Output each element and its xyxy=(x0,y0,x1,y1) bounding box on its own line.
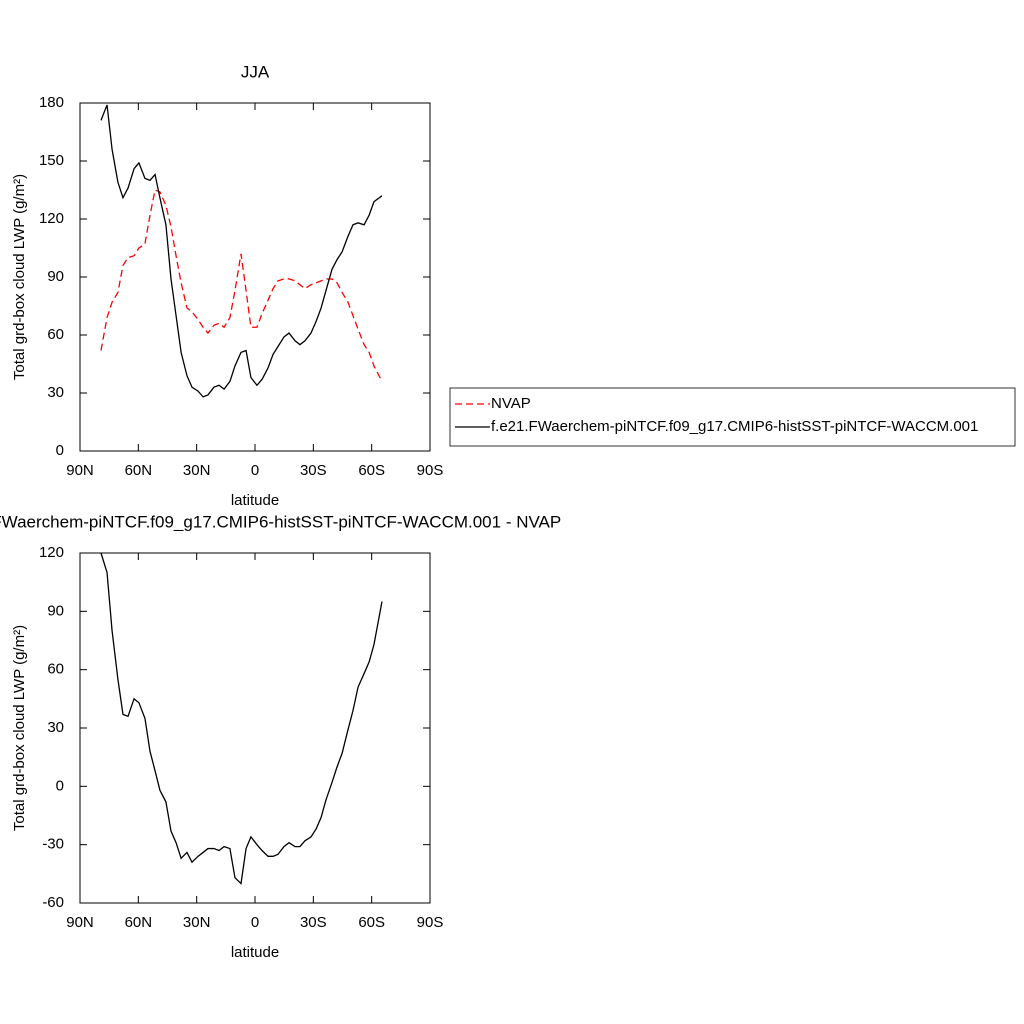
x-tick-label: 60N xyxy=(125,462,153,479)
y-axis-label: Total grd-box cloud LWP (g/m²) xyxy=(11,625,28,831)
plot-frame xyxy=(79,552,431,904)
x-tick-label: 30S xyxy=(300,914,327,931)
y-axis-label: Total grd-box cloud LWP (g/m²) xyxy=(11,174,28,380)
x-tick-label: 90N xyxy=(66,462,94,479)
y-tick-label: 60 xyxy=(47,661,64,678)
legend-box xyxy=(449,387,1016,447)
data-line xyxy=(100,104,383,398)
y-tick-label: 30 xyxy=(47,384,64,401)
y-tick-label: 90 xyxy=(47,602,64,619)
y-tick-label: 60 xyxy=(47,326,64,343)
x-tick-label: 0 xyxy=(251,462,259,479)
x-axis-label: latitude xyxy=(231,492,279,509)
x-tick-label: 60N xyxy=(125,914,153,931)
chart-title: JJA xyxy=(241,62,270,81)
y-tick-label: 150 xyxy=(39,152,64,169)
x-tick-label: 30N xyxy=(183,462,211,479)
y-tick-label: 120 xyxy=(39,544,64,561)
y-tick-label: 120 xyxy=(39,210,64,227)
data-line xyxy=(100,189,383,382)
x-axis-label: latitude xyxy=(231,944,279,961)
y-tick-label: 0 xyxy=(56,777,64,794)
x-tick-label: 60S xyxy=(358,462,385,479)
x-tick-label: 30N xyxy=(183,914,211,931)
legend-label: f.e21.FWaerchem-piNTCF.f09_g17.CMIP6-his… xyxy=(491,418,978,435)
y-tick-label: -30 xyxy=(42,836,64,853)
x-tick-label: 90S xyxy=(417,914,444,931)
x-tick-label: 90S xyxy=(417,462,444,479)
y-tick-label: 180 xyxy=(39,94,64,111)
x-tick-label: 90N xyxy=(66,914,94,931)
y-tick-label: 90 xyxy=(47,268,64,285)
legend-label: NVAP xyxy=(491,395,531,412)
plot-frame xyxy=(79,102,431,452)
y-tick-label: -60 xyxy=(42,894,64,911)
data-line xyxy=(100,552,383,885)
x-tick-label: 60S xyxy=(358,914,385,931)
y-tick-label: 30 xyxy=(47,719,64,736)
y-tick-label: 0 xyxy=(56,442,64,459)
x-tick-label: 30S xyxy=(300,462,327,479)
chart-title: f.e21.FWaerchem-piNTCF.f09_g17.CMIP6-his… xyxy=(0,512,561,531)
x-tick-label: 0 xyxy=(251,914,259,931)
